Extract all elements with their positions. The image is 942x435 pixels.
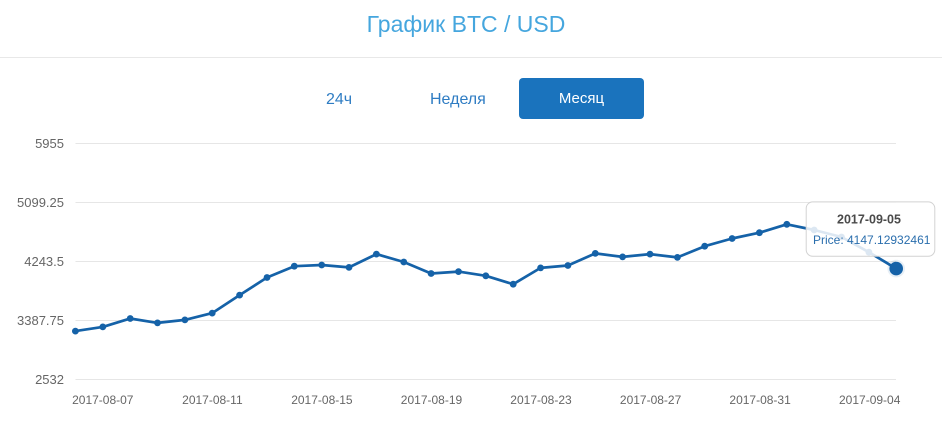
svg-text:2017-08-23: 2017-08-23 xyxy=(510,393,572,407)
svg-text:2017-08-11: 2017-08-11 xyxy=(182,393,243,407)
svg-text:2017-08-07: 2017-08-07 xyxy=(72,393,134,407)
svg-text:2017-08-27: 2017-08-27 xyxy=(620,393,682,407)
svg-text:2017-08-15: 2017-08-15 xyxy=(291,393,353,407)
svg-text:2017-09-05: 2017-09-05 xyxy=(837,213,901,227)
svg-text:2017-08-19: 2017-08-19 xyxy=(401,393,463,407)
svg-text:Price: 4147.12932461: Price: 4147.12932461 xyxy=(813,233,931,247)
svg-text:2017-08-31: 2017-08-31 xyxy=(729,393,791,407)
svg-text:2532: 2532 xyxy=(35,372,64,387)
svg-text:4243.5: 4243.5 xyxy=(24,254,64,269)
svg-text:5099.25: 5099.25 xyxy=(17,195,64,210)
svg-text:5955: 5955 xyxy=(35,136,64,151)
svg-text:3387.75: 3387.75 xyxy=(17,313,64,328)
svg-text:2017-09-04: 2017-09-04 xyxy=(839,393,901,407)
